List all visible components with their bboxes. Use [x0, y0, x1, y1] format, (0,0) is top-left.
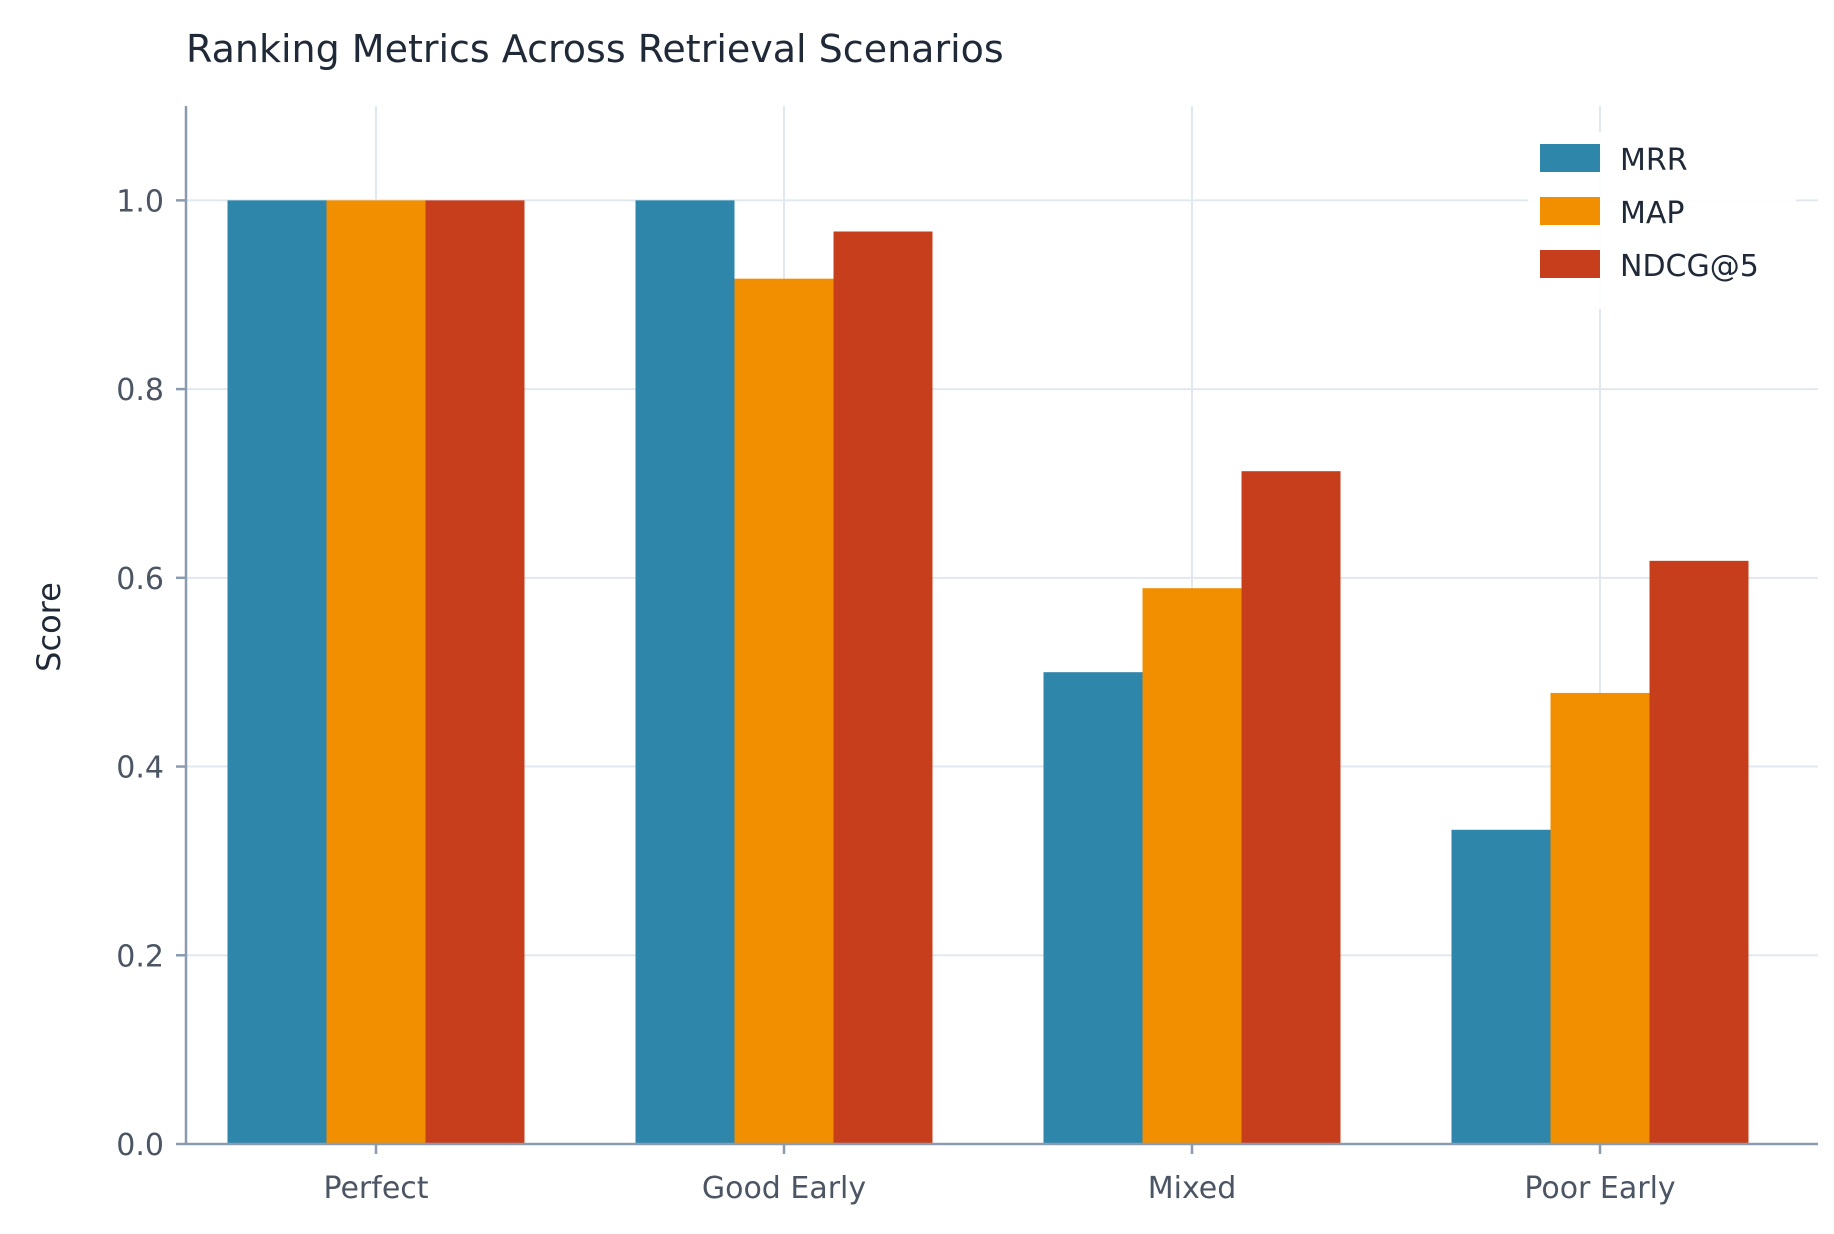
y-tick-label: 0.4: [116, 751, 164, 786]
bar-ndcg-5-mixed: [1241, 471, 1341, 1145]
bar-ndcg-5-perfect: [425, 200, 525, 1144]
x-tick-label: Poor Early: [1524, 1171, 1675, 1206]
bar-mrr-good-early: [635, 200, 735, 1144]
bar-map-good-early: [734, 278, 834, 1145]
y-tick-label: 0.6: [116, 562, 164, 597]
x-tick-label: Good Early: [702, 1171, 866, 1206]
y-tick-label: 0.2: [116, 939, 164, 974]
chart-title: Ranking Metrics Across Retrieval Scenari…: [186, 27, 1004, 71]
bar-ndcg-5-poor-early: [1649, 560, 1749, 1144]
bar-map-perfect: [326, 200, 426, 1144]
legend-label: MAP: [1620, 196, 1685, 231]
legend-swatch: [1540, 144, 1600, 172]
x-tick-label: Perfect: [323, 1171, 428, 1206]
x-tick-label: Mixed: [1148, 1171, 1237, 1206]
legend: MRR MAP NDCG@5: [1528, 132, 1796, 309]
legend-swatch: [1540, 250, 1600, 278]
bar-ndcg-5-good-early: [833, 231, 933, 1144]
bars: [227, 200, 1749, 1145]
bar-mrr-poor-early: [1451, 829, 1551, 1144]
y-tick-label: 0.8: [116, 373, 164, 408]
bar-map-poor-early: [1550, 692, 1650, 1144]
bar-mrr-mixed: [1043, 672, 1143, 1144]
y-axis-label: Score: [30, 582, 68, 672]
legend-label: NDCG@5: [1620, 249, 1759, 284]
y-tick-label: 1.0: [116, 184, 164, 219]
axes: 0.0 0.2 0.4 0.6 0.8 1.0 Perfect Good Early Mixed…: [116, 106, 1818, 1206]
bar-map-mixed: [1142, 588, 1242, 1144]
bar-mrr-perfect: [227, 200, 327, 1144]
legend-label: MRR: [1620, 143, 1688, 178]
legend-swatch: [1540, 197, 1600, 225]
y-tick-label: 0.0: [116, 1128, 164, 1163]
